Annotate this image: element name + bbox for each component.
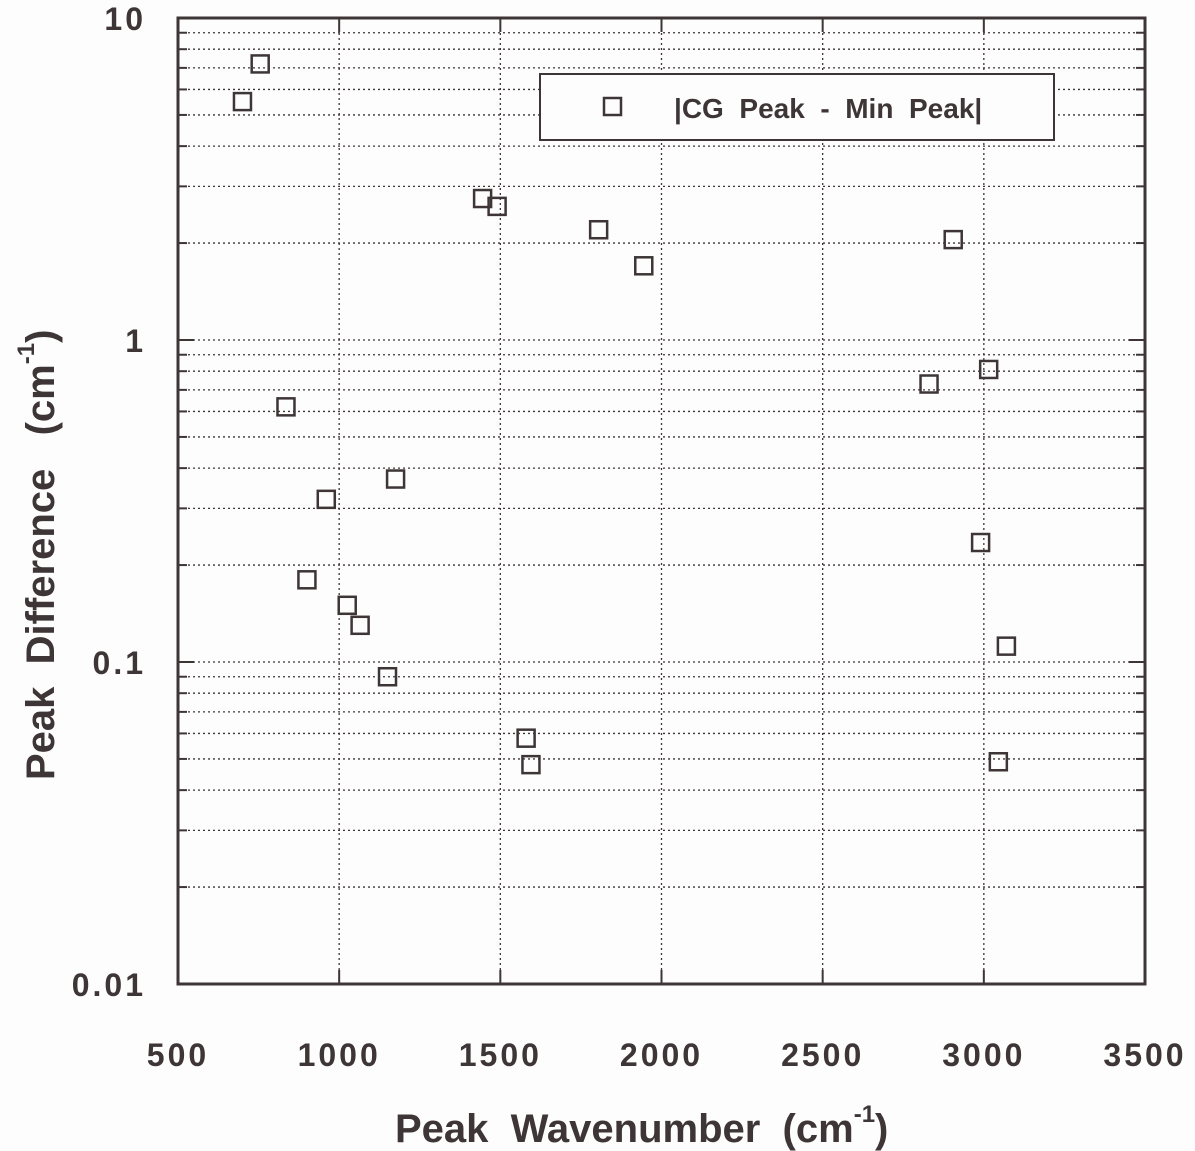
data-point [943, 229, 963, 250]
x-tick-label: 2500 [781, 1037, 864, 1073]
y-tick-label: 10 [104, 1, 146, 37]
data-point [316, 489, 337, 510]
x-tick-label: 1500 [459, 1037, 542, 1073]
data-point [634, 256, 654, 276]
legend-box [539, 73, 1055, 141]
x-axis-title: Peak Wavenumber (cm-1) [395, 1101, 888, 1151]
data-point [337, 595, 357, 616]
x-tick-label: 3000 [942, 1037, 1025, 1073]
data-series [232, 54, 1017, 775]
data-point [516, 728, 536, 748]
axis-ticks [177, 18, 1146, 984]
data-point [276, 397, 296, 417]
data-point [350, 615, 370, 636]
data-point [377, 666, 398, 687]
y-axis-tick-labels: 0.01 0.1 1 10 [72, 1, 146, 1003]
data-point [970, 532, 991, 553]
x-axis-tick-labels: 500 1000 1500 2000 2500 3000 3500 [147, 1037, 1186, 1073]
data-point [297, 570, 317, 590]
data-point [232, 91, 253, 112]
data-point [988, 752, 1009, 772]
y-tick-label: 0.1 [93, 645, 146, 681]
y-axis-title: Peak Difference (cm-1) [13, 330, 63, 780]
data-point [978, 359, 999, 380]
legend: |CG Peak - Min Peak| [539, 73, 1055, 141]
legend-marker [602, 96, 623, 117]
data-point [588, 219, 609, 240]
y-tick-label: 1 [125, 323, 146, 359]
data-point [250, 54, 270, 74]
grid-lines [178, 18, 1145, 984]
data-point [919, 374, 939, 394]
x-tick-label: 2000 [620, 1037, 703, 1073]
y-tick-label: 0.01 [72, 967, 146, 1003]
x-tick-label: 3500 [1103, 1037, 1186, 1073]
legend-label: |CG Peak - Min Peak| [674, 93, 982, 124]
data-point [521, 754, 541, 775]
data-point [385, 469, 406, 489]
data-point [487, 196, 507, 217]
x-tick-label: 1000 [298, 1037, 381, 1073]
data-point [996, 636, 1017, 656]
x-tick-label: 500 [147, 1037, 209, 1073]
